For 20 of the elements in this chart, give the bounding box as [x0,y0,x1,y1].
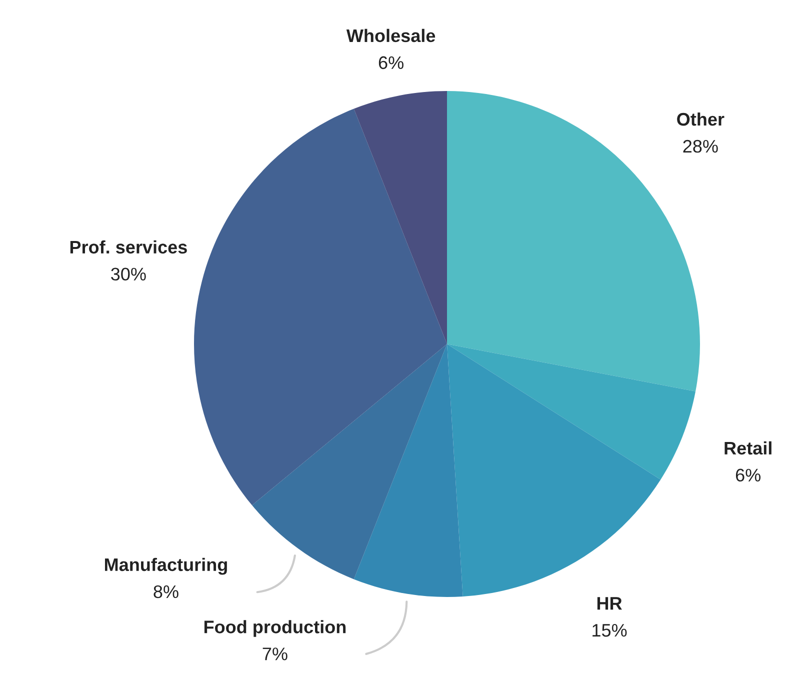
pie-slice [354,344,463,597]
data-label: 6% [378,56,404,70]
slice-label: Other [677,112,724,126]
pie-slice [194,108,447,506]
pie-slice [354,91,447,344]
data-label: 6% [736,468,761,482]
slice-label: Wholesale [346,28,436,42]
data-label: 7% [262,648,288,660]
data-label: 15% [592,624,627,637]
data-label: 8% [154,585,178,598]
data-label: 28% [683,140,718,153]
pie-slice [447,344,696,480]
slice-label: Prof. services [70,240,187,254]
slice-label: Manufacturing [105,558,227,575]
data-label: 30% [111,268,146,281]
slice-label: Food production [204,620,346,637]
slice-label: HR [597,597,622,610]
pie-slice [447,344,661,596]
slice-label: Retail [724,441,772,455]
pie-slice [252,344,447,580]
